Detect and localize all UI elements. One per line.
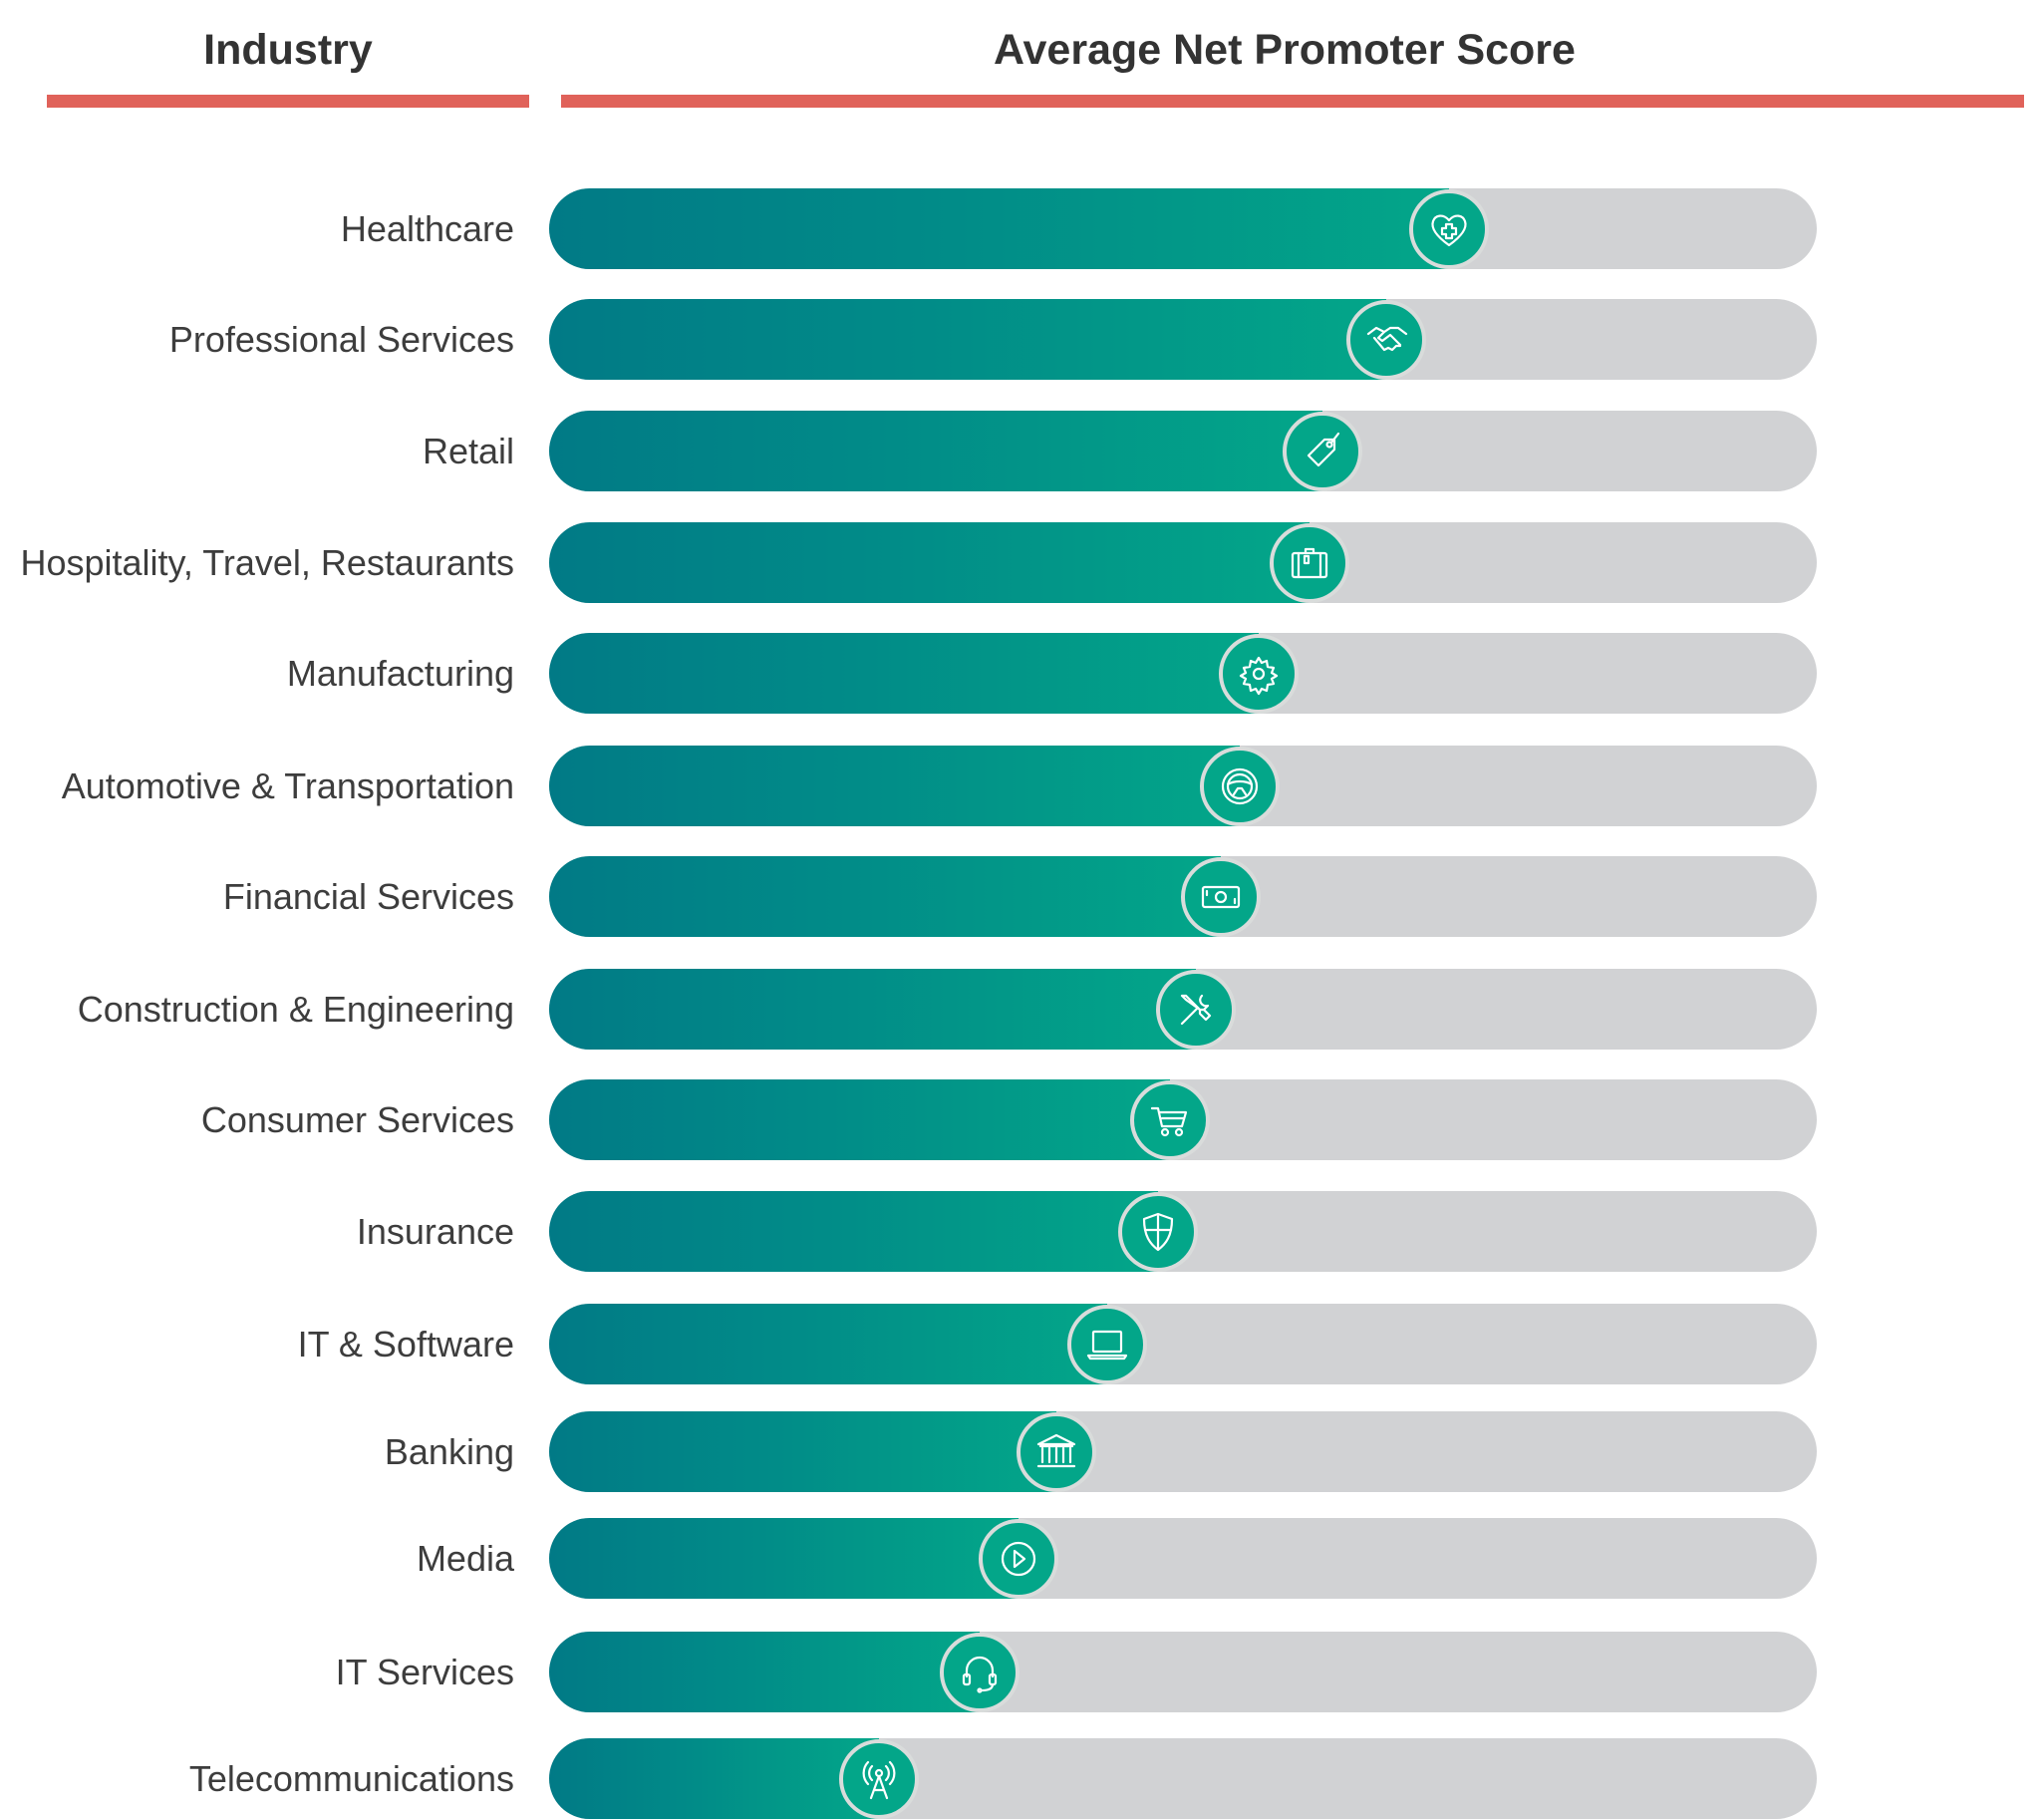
bar-fill (549, 633, 1260, 714)
category-label: Financial Services (222, 876, 514, 917)
banknote-icon (1181, 857, 1262, 937)
bar-row: Consumer Services (0, 1079, 2041, 1160)
bar-row: Financial Services (0, 856, 2041, 937)
category-label: Hospitality, Travel, Restaurants (20, 542, 514, 583)
category-label: Construction & Engineering (77, 989, 514, 1030)
bar-row: Healthcare (0, 188, 2041, 269)
bar-fill (549, 188, 1450, 269)
category-label: Retail (422, 431, 514, 471)
steering-wheel-icon (1200, 747, 1281, 826)
bar-track (549, 856, 1817, 937)
heart-cross-icon (1409, 189, 1490, 269)
handshake-icon (1345, 300, 1426, 380)
gear-icon (1219, 634, 1300, 714)
bar-fill (549, 746, 1241, 826)
category-label: Insurance (356, 1211, 514, 1252)
industry-header: Industry (203, 26, 373, 74)
bar-track (549, 299, 1817, 380)
category-label: Telecommunications (188, 1758, 514, 1799)
bar-row: Media (0, 1518, 2041, 1599)
bar-fill (549, 1632, 981, 1712)
bar-fill (549, 299, 1386, 380)
category-label: Professional Services (168, 319, 514, 360)
bar-row: Hospitality, Travel, Restaurants (0, 522, 2041, 603)
bar-track (549, 1304, 1817, 1384)
bar-fill (549, 1191, 1158, 1272)
bar-track (549, 1411, 1817, 1492)
bar-track (549, 522, 1817, 603)
bar-row: IT Services (0, 1632, 2041, 1712)
antenna-icon (838, 1739, 919, 1819)
bar-track (549, 411, 1817, 491)
bar-track (549, 1079, 1817, 1160)
bar-fill (549, 1304, 1107, 1384)
bar-track (549, 746, 1817, 826)
bar-fill (549, 1518, 1019, 1599)
bar-row: IT & Software (0, 1304, 2041, 1384)
bar-fill (549, 856, 1222, 937)
bar-fill (549, 522, 1311, 603)
bar-fill (549, 1411, 1056, 1492)
bar-row: Banking (0, 1411, 2041, 1492)
score-header-rule (561, 95, 2024, 108)
bar-row: Automotive & Transportation (0, 746, 2041, 826)
bar-row: Insurance (0, 1191, 2041, 1272)
category-label: Manufacturing (286, 653, 514, 694)
price-tag-icon (1282, 412, 1362, 491)
category-label: Media (416, 1538, 514, 1579)
category-label: IT & Software (297, 1324, 514, 1365)
tools-icon (1155, 970, 1236, 1050)
suitcase-icon (1270, 523, 1350, 603)
play-icon (978, 1519, 1058, 1599)
category-label: Banking (384, 1431, 514, 1472)
bar-row: Professional Services (0, 299, 2041, 380)
laptop-icon (1066, 1305, 1147, 1384)
bar-track (549, 1738, 1817, 1819)
category-label: Consumer Services (200, 1099, 514, 1140)
score-header: Average Net Promoter Score (994, 26, 1576, 74)
category-label: Automotive & Transportation (61, 765, 514, 806)
bar-row: Retail (0, 411, 2041, 491)
bar-fill (549, 411, 1322, 491)
bar-track (549, 1518, 1817, 1599)
category-label: IT Services (335, 1652, 514, 1692)
bar-track (549, 1632, 1817, 1712)
bar-fill (549, 1079, 1171, 1160)
bar-track (549, 188, 1817, 269)
bar-row: Construction & Engineering (0, 969, 2041, 1050)
bar-row: Manufacturing (0, 633, 2041, 714)
category-label: Healthcare (340, 208, 514, 249)
bar-row: Telecommunications (0, 1738, 2041, 1819)
bar-fill (549, 969, 1196, 1050)
shopping-cart-icon (1130, 1080, 1211, 1160)
shield-icon (1117, 1192, 1198, 1272)
headset-icon (940, 1633, 1020, 1712)
bank-building-icon (1016, 1412, 1096, 1492)
bar-track (549, 633, 1817, 714)
bar-fill (549, 1738, 879, 1819)
industry-header-rule (47, 95, 529, 108)
